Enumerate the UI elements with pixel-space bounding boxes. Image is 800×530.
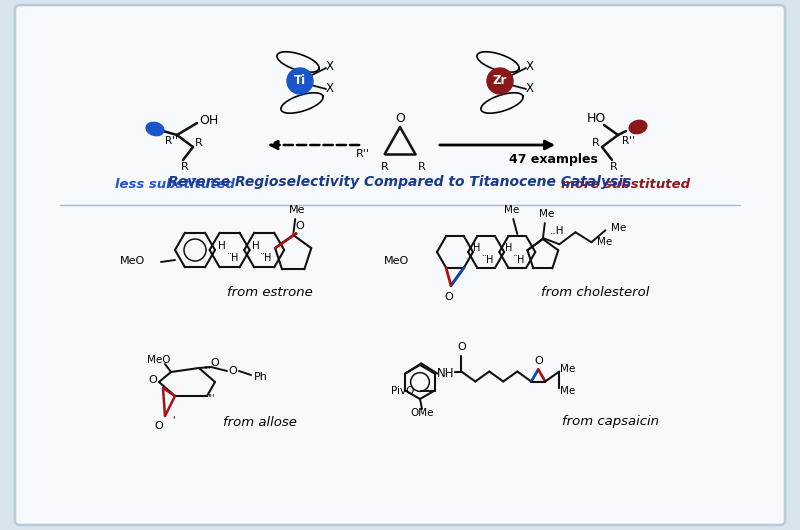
Text: O: O [457, 342, 466, 352]
Text: Me: Me [560, 386, 575, 396]
Text: O: O [445, 292, 454, 302]
Text: O: O [210, 358, 219, 368]
Text: R'': R'' [165, 136, 178, 146]
Text: PivO: PivO [391, 385, 414, 395]
Text: Me: Me [598, 237, 613, 247]
Text: Ph: Ph [254, 372, 268, 382]
Text: H: H [218, 241, 226, 251]
Text: NH: NH [437, 367, 454, 380]
Text: H: H [505, 243, 512, 253]
Text: ̈H: ̈H [518, 255, 525, 265]
Text: R: R [381, 162, 389, 172]
Text: R: R [195, 138, 203, 148]
Text: O: O [395, 111, 405, 125]
Text: from allose: from allose [223, 416, 297, 428]
Text: X: X [526, 59, 534, 73]
Text: O: O [296, 220, 305, 231]
Ellipse shape [146, 122, 164, 136]
Text: Zr: Zr [493, 75, 507, 87]
Text: ''': ''' [207, 393, 214, 403]
Text: R: R [610, 162, 618, 172]
Text: from cholesterol: from cholesterol [541, 286, 649, 298]
Text: ̈H: ̈H [486, 255, 494, 265]
Circle shape [287, 68, 313, 94]
Text: more substituted: more substituted [562, 179, 690, 191]
Text: O: O [229, 366, 238, 376]
Text: HO: HO [586, 112, 606, 126]
Text: H: H [252, 241, 260, 251]
Text: MeO: MeO [120, 256, 145, 266]
Text: O: O [149, 375, 158, 385]
Text: Ti: Ti [294, 75, 306, 87]
Text: R: R [181, 162, 189, 172]
Text: X: X [326, 59, 334, 73]
Text: O: O [154, 421, 163, 431]
Text: R: R [418, 162, 425, 172]
Text: R: R [592, 138, 600, 148]
Text: O: O [534, 356, 542, 366]
Text: ̈H: ̈H [265, 253, 272, 263]
Text: ''': ''' [203, 365, 210, 375]
Text: less substituted: less substituted [115, 179, 235, 191]
FancyBboxPatch shape [15, 5, 785, 525]
Text: R'': R'' [622, 136, 634, 146]
Text: MeO: MeO [384, 256, 409, 266]
Circle shape [487, 68, 513, 94]
Text: Reverse Regioselectivity Compared to Titanocene Catalysis: Reverse Regioselectivity Compared to Tit… [168, 175, 632, 189]
Text: 47 examples: 47 examples [509, 154, 598, 166]
Text: from estrone: from estrone [227, 286, 313, 298]
Text: H: H [474, 243, 481, 253]
Text: Me: Me [611, 223, 626, 233]
Text: Me: Me [560, 365, 575, 375]
Text: Me: Me [289, 205, 306, 215]
Text: X: X [326, 83, 334, 95]
Text: Me: Me [504, 205, 519, 215]
Text: R'': R'' [356, 149, 370, 159]
Text: ̈H: ̈H [232, 253, 239, 263]
Ellipse shape [629, 120, 647, 134]
Text: from capsaicin: from capsaicin [562, 416, 658, 428]
Text: X: X [526, 83, 534, 95]
Text: Me: Me [539, 209, 554, 219]
Text: OH: OH [199, 114, 218, 128]
Text: MeO: MeO [147, 355, 170, 365]
Text: ': ' [172, 415, 174, 425]
Text: ..H: ..H [550, 226, 564, 236]
Text: OMe: OMe [410, 408, 434, 418]
